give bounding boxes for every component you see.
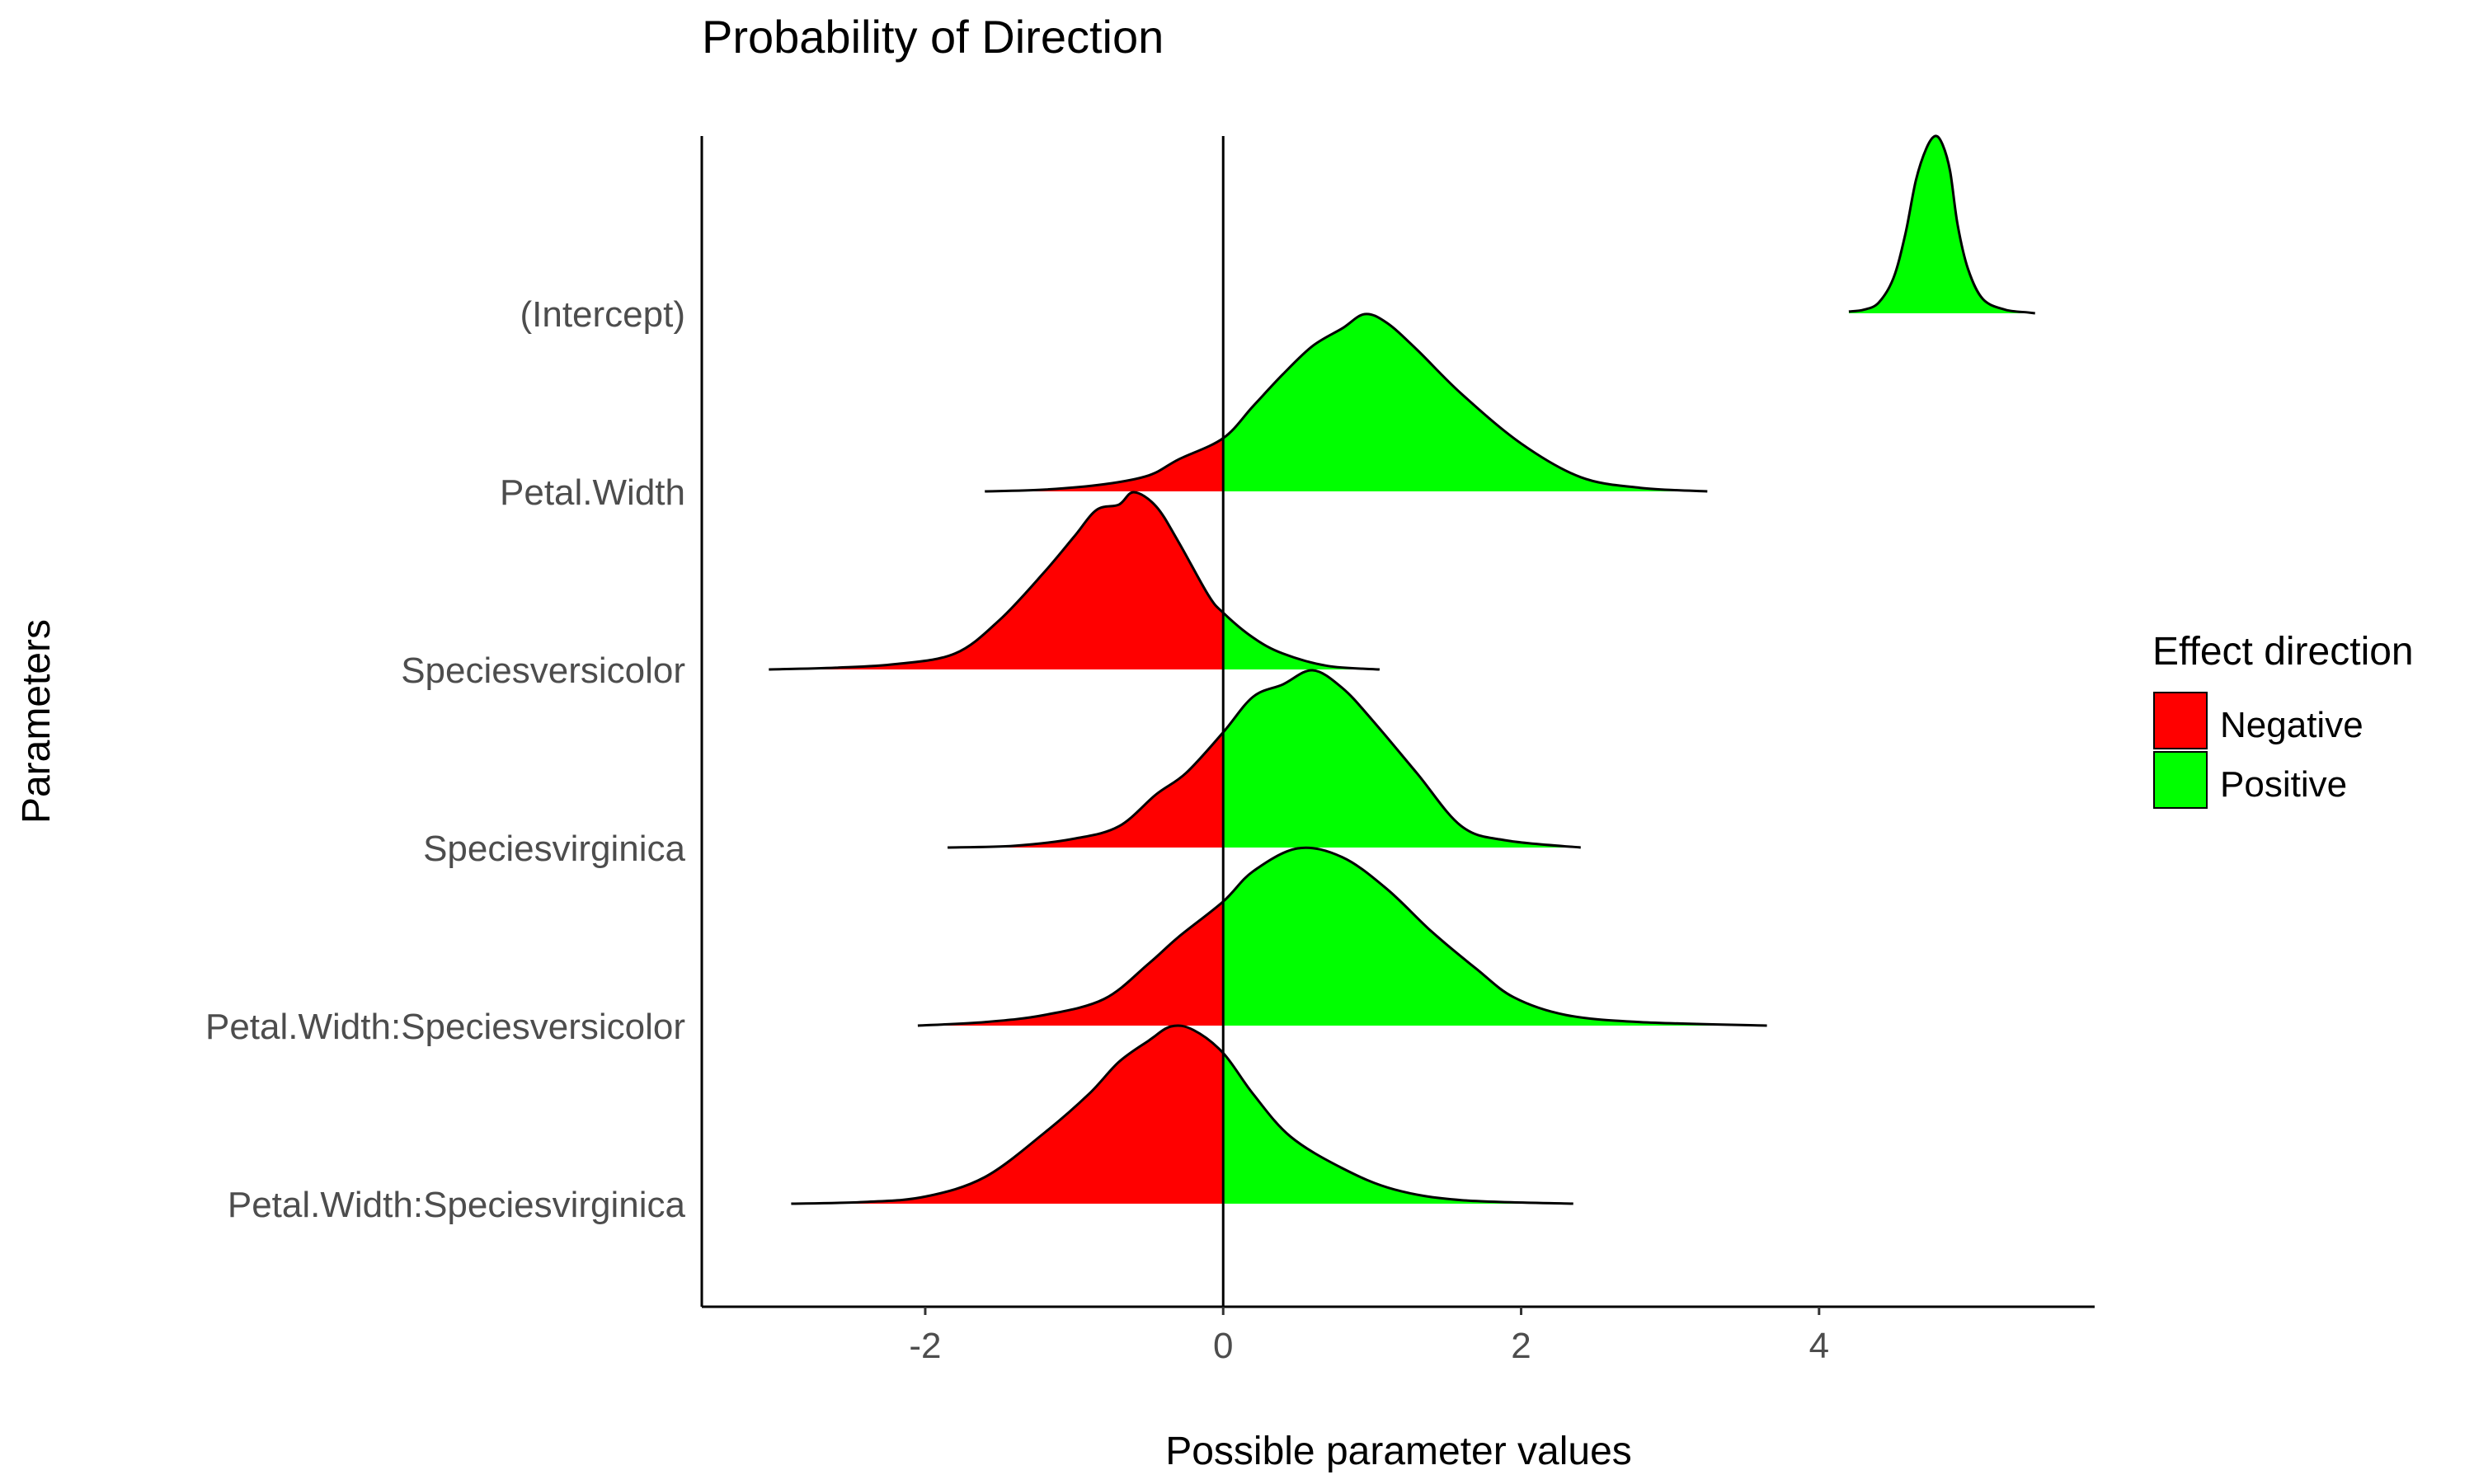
ridge-positive-area — [1223, 669, 1581, 848]
ridge-positive-area — [1223, 1025, 1573, 1204]
y-tick-label: Petal.Width:Speciesversicolor — [205, 1007, 685, 1047]
ridge-speciesversicolor — [769, 491, 1380, 671]
ridge-density-outline — [985, 312, 1708, 493]
ridge-negative-area — [917, 848, 1224, 1026]
legend-swatch-positive — [2153, 751, 2208, 809]
x-tick-labels: -2 0 2 4 — [909, 1307, 1829, 1366]
ridge-negative-area — [948, 669, 1224, 848]
x-tick-label: 2 — [1511, 1326, 1531, 1366]
legend-label-negative: Negative — [2220, 705, 2363, 745]
ridge-petal-width-speciesversicolor — [917, 846, 1767, 1027]
ridge-negative-area — [661, 120, 1223, 313]
ridge-intercept — [661, 120, 2035, 315]
ridge-positive-area — [1848, 135, 2035, 313]
ridge-positive-area — [1223, 848, 1767, 1026]
ridge-petal-width-speciesvirginica — [791, 1024, 1573, 1205]
legend-swatch-negative — [2153, 692, 2208, 749]
ridge-density-outline — [917, 846, 1767, 1027]
ridge-density-outline — [791, 1024, 1573, 1205]
ridge-density-outline — [769, 491, 1380, 671]
y-tick-label: (Intercept) — [520, 294, 685, 335]
legend: Effect direction Negative Positive — [2152, 630, 2414, 809]
y-tick-label: Speciesvirginica — [423, 829, 685, 869]
y-tick-label: Speciesversicolor — [401, 650, 685, 691]
ridges — [661, 120, 2035, 1205]
ridge-negative-area — [769, 491, 1224, 669]
ridge-positive-area — [1223, 313, 1708, 491]
x-tick-label: -2 — [909, 1326, 941, 1366]
legend-title: Effect direction — [2152, 630, 2414, 674]
y-tick-label: Petal.Width:Speciesvirginica — [228, 1185, 686, 1225]
ridge-density-outline — [948, 669, 1581, 849]
ridge-positive-area — [1223, 491, 1380, 669]
ridge-petal-width — [985, 312, 1708, 493]
x-tick-label: 4 — [1809, 1326, 1829, 1366]
ridge-density-outline — [1848, 134, 2035, 315]
y-tick-label: Petal.Width — [500, 472, 685, 513]
legend-label-positive: Positive — [2220, 764, 2347, 805]
x-tick-label: 0 — [1213, 1326, 1233, 1366]
y-tick-labels: (Intercept) Petal.Width Speciesversicolor S… — [205, 294, 686, 1225]
chart-title: Probability of Direction — [702, 11, 1164, 63]
ridge-speciesvirginica — [948, 669, 1581, 849]
y-axis-title: Parameters — [15, 619, 59, 824]
ridge-negative-area — [791, 1025, 1224, 1204]
ridge-negative-area — [985, 313, 1224, 491]
x-axis-title: Possible parameter values — [1165, 1430, 1632, 1473]
